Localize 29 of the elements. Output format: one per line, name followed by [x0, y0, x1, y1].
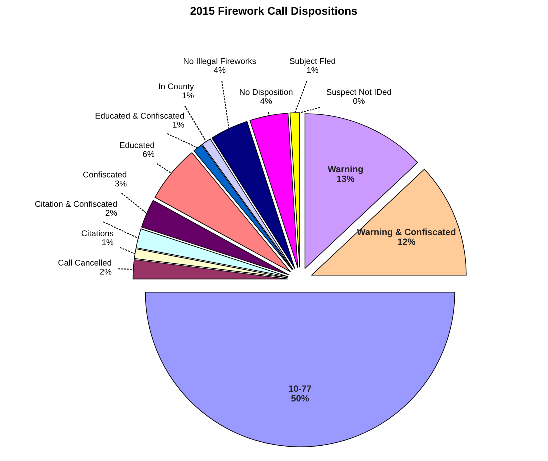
chart-title: 2015 Firework Call Dispositions [190, 6, 358, 18]
data-label: 1% [173, 122, 184, 128]
data-label: 1% [102, 240, 114, 246]
category-label: Suspect Not IDed [326, 89, 392, 97]
data-label: 2% [106, 210, 118, 216]
slice-label: Citation & Confiscated [35, 200, 117, 208]
text: 0% [353, 98, 365, 104]
data-label: 12% [398, 238, 416, 246]
slice-label: Warning [328, 166, 364, 174]
data-label: 4% [214, 67, 226, 74]
data-label: 2% [100, 268, 112, 275]
data-label: 1% [307, 67, 318, 74]
data-label: 50% [292, 395, 310, 402]
data-label: 1% [182, 92, 194, 98]
slice-label: Educated [120, 142, 154, 148]
slice-label: Warning & Confiscated [357, 228, 456, 238]
slice-label: 10-77 [289, 386, 312, 392]
slice-label: In County [159, 84, 194, 92]
data-label: 13% [337, 176, 355, 182]
data-label: 3% [115, 180, 127, 187]
data-label: 6% [143, 151, 155, 158]
data-label: 4% [260, 98, 272, 104]
slice-label: No Illegal Fireworks [184, 58, 256, 66]
slice-label: Subject Fled [290, 58, 336, 66]
slice-label: No Disposition [240, 89, 293, 97]
slice-label: Confiscated [84, 172, 127, 178]
slice-label: Citations [82, 230, 114, 237]
slice-label: Educated & Confiscated [96, 112, 184, 119]
slice-label: Call Cancelled [58, 260, 112, 266]
